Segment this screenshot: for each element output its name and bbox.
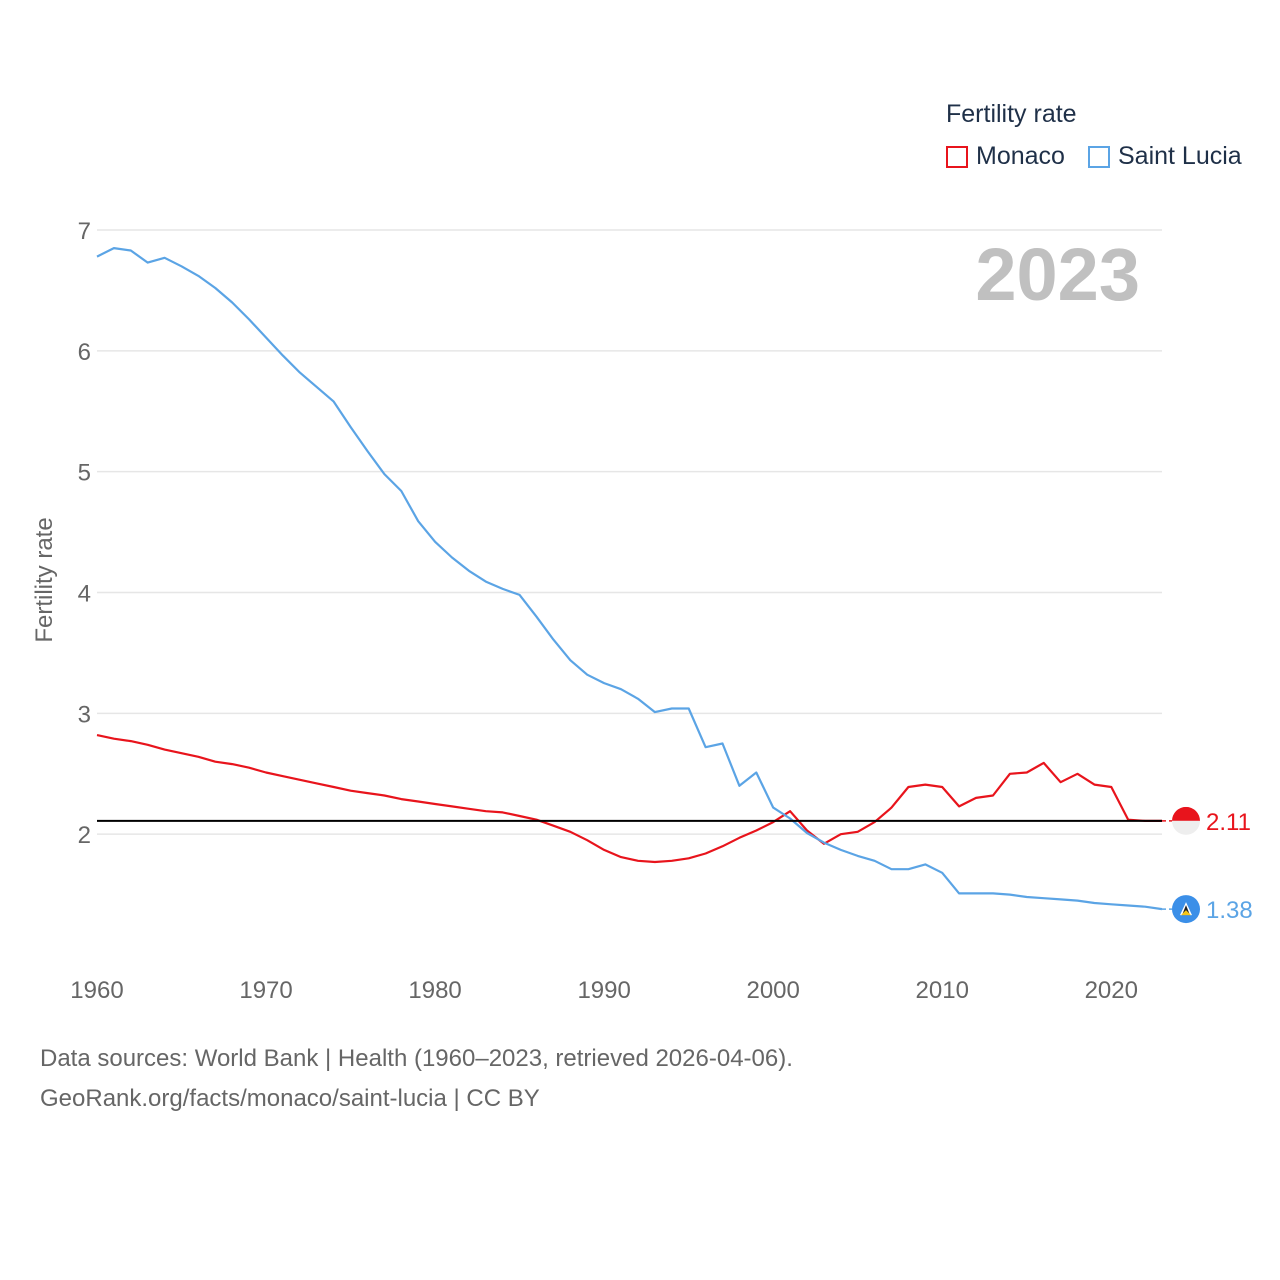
year-watermark: 2023 [975,233,1140,316]
monaco-swatch-icon [946,145,968,168]
y-tick-label: 3 [78,701,91,728]
x-tick-label: 1960 [70,977,123,1004]
y-tick-label: 7 [78,218,91,245]
x-tick-label: 1970 [239,977,292,1004]
series-lines [96,247,1163,911]
legend-item-monaco[interactable]: Monaco [946,142,1065,171]
y-tick-label: 6 [78,339,91,366]
monaco-end-label: 2.11 [1206,809,1251,836]
grid-lines [97,229,1162,835]
saint-lucia-flag-icon [1172,895,1200,924]
source-line-1: Data sources: World Bank | Health (1960–… [40,1045,793,1072]
y-tick-label: 5 [78,460,91,487]
x-tick-label: 1980 [408,977,461,1004]
saint-lucia-end-label: 1.38 [1206,897,1253,924]
saint-lucia-swatch-icon [1088,145,1110,168]
x-tick-label: 1990 [577,977,630,1004]
source-link[interactable]: GeoRank.org/facts/monaco/saint-lucia | C… [40,1085,540,1112]
y-tick-label: 2 [78,822,91,849]
x-tick-label: 2020 [1085,977,1138,1004]
x-tick-label: 2010 [916,977,969,1004]
end-markers: 2.11 1.38 [1162,806,1253,924]
legend-label-monaco: Monaco [976,142,1065,170]
series-line-monaco[interactable] [96,734,1162,864]
legend-label-saint-lucia: Saint Lucia [1118,142,1242,170]
y-axis-label: Fertility rate [31,517,58,642]
axis-ticks: 2 3 4 5 6 7 1960 1970 1980 1990 2000 2010 2020 [70,218,1138,1004]
monaco-flag-icon [1172,806,1200,835]
series-line-saint-lucia[interactable] [96,247,1163,911]
x-tick-label: 2000 [746,977,799,1004]
y-tick-label: 4 [78,581,91,608]
legend-title: Fertility rate [946,100,1077,128]
legend-item-saint-lucia[interactable]: Saint Lucia [1088,142,1242,171]
